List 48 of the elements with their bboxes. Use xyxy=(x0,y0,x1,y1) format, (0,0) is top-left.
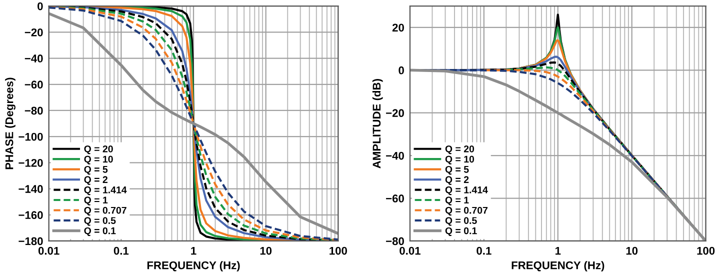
y-tick-label: −20 xyxy=(24,28,43,36)
y-tick-label: −20 xyxy=(386,109,404,117)
y-tick-label: −120 xyxy=(18,158,43,167)
legend-label: Q = 10 xyxy=(84,156,113,164)
legend-label: Q = 2 xyxy=(445,176,469,185)
legend-label: Q = 1 xyxy=(84,196,108,206)
legend-label: Q = 2 xyxy=(84,176,108,185)
legend-label: Q = 1 xyxy=(445,196,469,206)
y-tick-label: −60 xyxy=(24,80,43,89)
y-axis-title: AMPLITUDE (dB) xyxy=(372,79,383,168)
y-tick-label: 0 xyxy=(38,2,43,10)
legend-label: Q = 20 xyxy=(84,145,113,154)
legend-label: Q = 0.1 xyxy=(445,227,477,236)
y-tick-label: −40 xyxy=(24,54,43,62)
x-tick-label: 0.01 xyxy=(38,246,60,255)
x-tick-label: 0.01 xyxy=(400,246,420,255)
x-tick-label: 1 xyxy=(191,246,196,255)
legend-label: Q = 0.5 xyxy=(84,217,116,226)
y-tick-label: −80 xyxy=(386,237,404,246)
x-tick-label: 0.1 xyxy=(114,246,129,255)
x-axis-title: FREQUENCY (Hz) xyxy=(512,261,604,272)
x-tick-label: 0.1 xyxy=(476,246,492,255)
y-tick-label: −140 xyxy=(18,185,43,193)
x-tick-label: 10 xyxy=(260,246,272,255)
y-tick-label: 20 xyxy=(392,24,404,32)
y-tick-label: −40 xyxy=(386,152,404,160)
y-axis-title: PHASE (Degrees) xyxy=(5,78,16,170)
y-tick-label: −100 xyxy=(18,132,43,141)
legend-label: Q = 5 xyxy=(84,166,108,175)
legend-label: Q = 1.414 xyxy=(445,186,488,196)
legend-label: Q = 0.1 xyxy=(84,227,116,236)
legend-label: Q = 1.414 xyxy=(84,186,127,196)
legend-label: Q = 0.5 xyxy=(445,217,477,226)
y-tick-label: −180 xyxy=(18,237,43,246)
x-axis-title: FREQUENCY (Hz) xyxy=(147,261,240,272)
x-tick-label: 100 xyxy=(330,246,347,255)
y-tick-label: −80 xyxy=(24,106,43,115)
x-tick-label: 100 xyxy=(697,246,715,255)
legend-label: Q = 0.707 xyxy=(84,206,126,216)
legend-label: Q = 5 xyxy=(445,166,469,175)
legend-label: Q = 10 xyxy=(445,156,474,164)
y-tick-label: −160 xyxy=(18,211,43,220)
y-tick-label: −60 xyxy=(386,194,404,202)
x-tick-label: 10 xyxy=(626,246,638,255)
legend-label: Q = 0.707 xyxy=(445,206,488,216)
x-tick-label: 1 xyxy=(555,246,561,255)
y-tick-label: 0 xyxy=(398,66,404,74)
legend-label: Q = 20 xyxy=(445,145,474,154)
